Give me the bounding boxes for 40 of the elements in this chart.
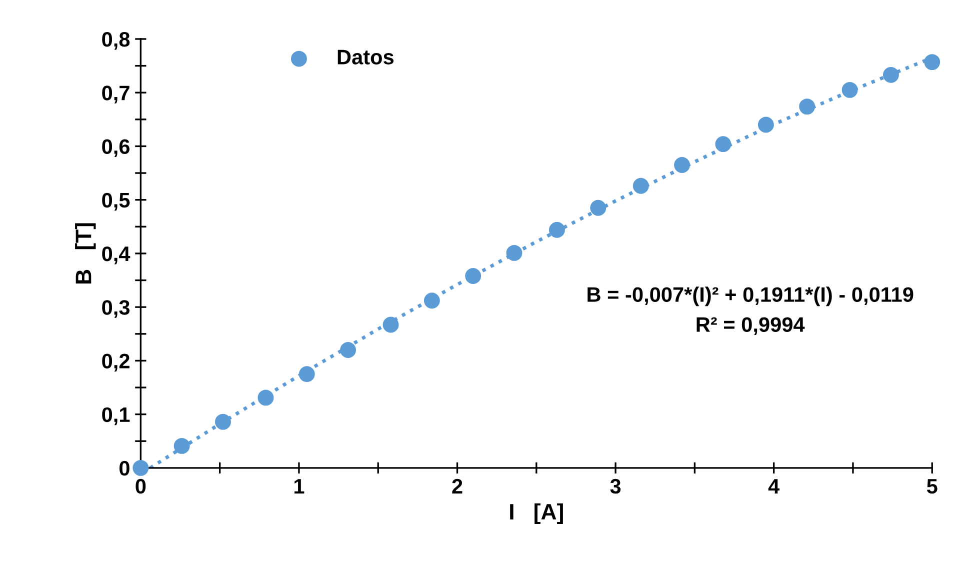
- point: [382, 316, 399, 333]
- legend-label: Datos: [338, 50, 394, 64]
- point: [799, 98, 816, 115]
- y-tick-label: 0,5: [102, 192, 130, 211]
- point: [298, 366, 315, 382]
- point: [632, 178, 649, 194]
- point: [924, 54, 940, 70]
- x-tick-label: 3: [610, 478, 621, 494]
- y-tick-label: 0,1: [102, 407, 130, 426]
- annotation: B = -0,007*(I)² + 0,1911*(I) - 0,0119: [588, 286, 914, 306]
- x-tick-label: 5: [926, 479, 938, 494]
- y-tick-label: 0,6: [102, 139, 130, 157]
- y-tick-label: 0: [120, 460, 130, 476]
- point: [174, 438, 190, 454]
- point: [590, 200, 606, 216]
- y-tick-label: 0,2: [102, 354, 130, 372]
- point: [674, 157, 690, 173]
- y-tick-label: 0,4: [102, 246, 130, 264]
- point: [340, 342, 356, 358]
- annotation: R² = 0,9994: [696, 317, 805, 335]
- x-tick-label: 4: [768, 479, 780, 494]
- point: [132, 460, 149, 476]
- point: [258, 390, 274, 406]
- point: [758, 116, 774, 133]
- y-tick-label: 0,3: [102, 300, 130, 318]
- y-tick-label: 0,8: [102, 32, 130, 50]
- point: [506, 244, 522, 261]
- point: [549, 222, 565, 238]
- point: [465, 268, 482, 284]
- point: [842, 82, 858, 98]
- y-tick-label: 0,7: [102, 86, 130, 104]
- y-axis-title: B [T]: [75, 223, 96, 284]
- x-axis-title: I [A]: [510, 503, 563, 524]
- point: [424, 292, 440, 309]
- x-tick-label: 1: [294, 479, 304, 494]
- point: [215, 414, 231, 430]
- x-tick-label: 2: [452, 478, 462, 494]
- point: [882, 66, 899, 83]
- point: [715, 136, 732, 152]
- x-tick-label: 0: [136, 478, 146, 494]
